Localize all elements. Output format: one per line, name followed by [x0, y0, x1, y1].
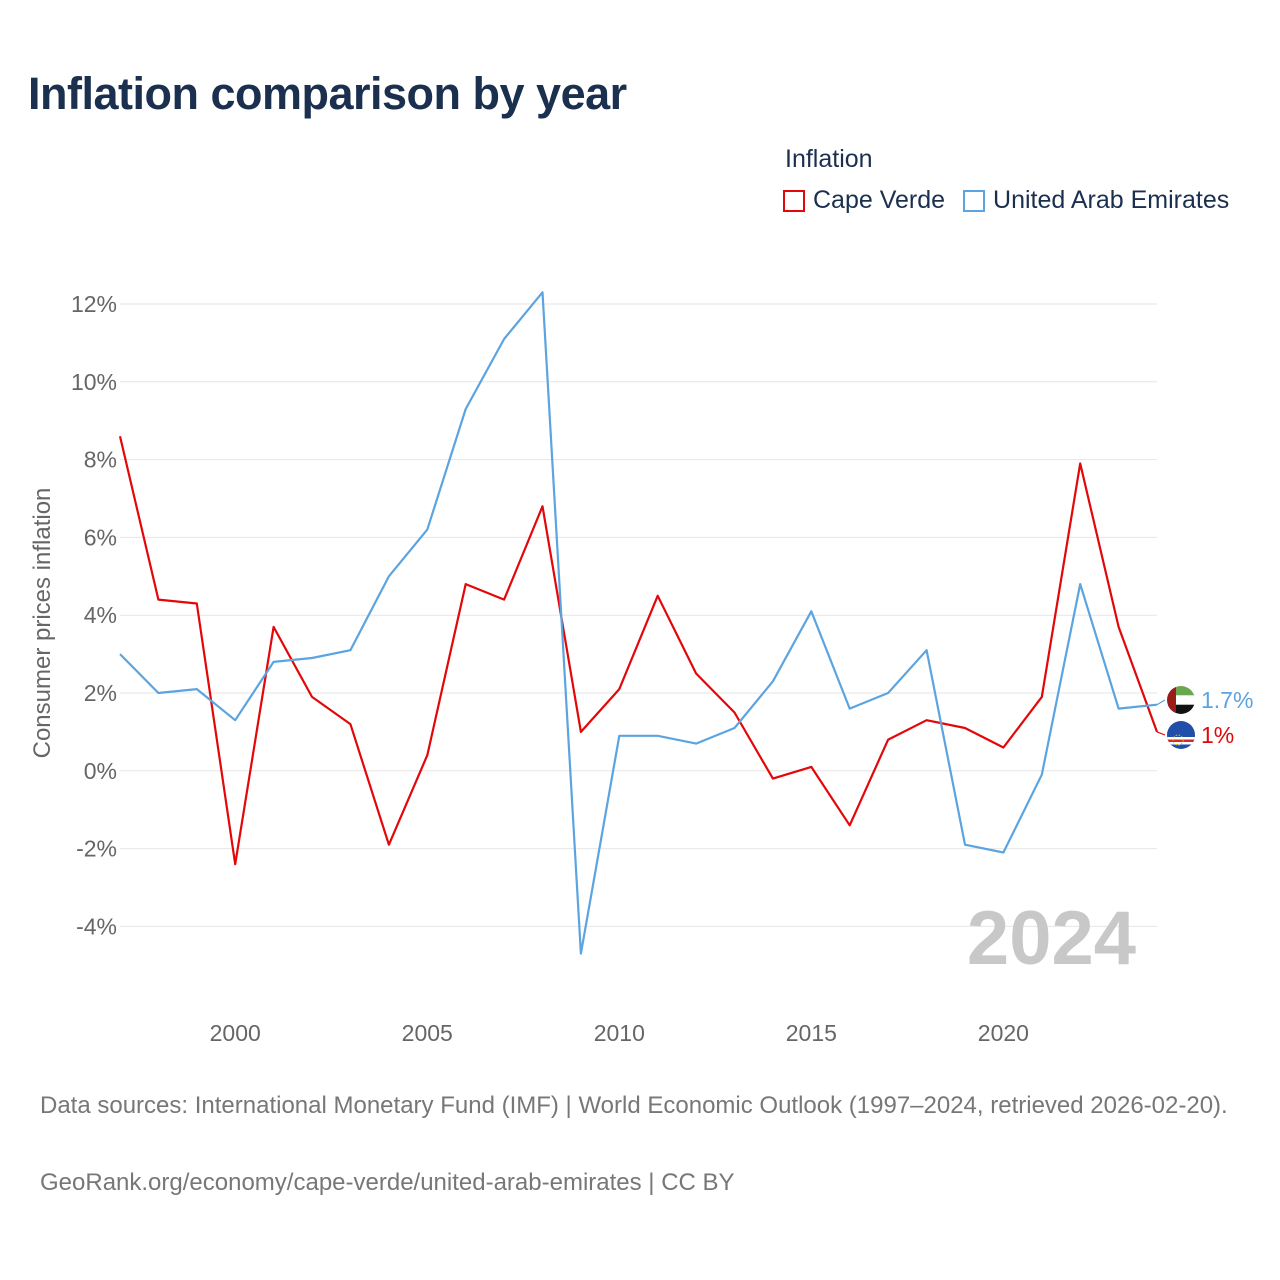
y-tick-label: 0% [84, 758, 117, 784]
data-point[interactable] [653, 731, 663, 741]
data-point[interactable] [115, 431, 125, 441]
x-tick-label: 2000 [210, 1020, 261, 1046]
end-value-label: 1.7% [1201, 687, 1253, 713]
gridlines [120, 303, 1157, 927]
data-point[interactable] [806, 606, 816, 616]
legend-item-cape-verde[interactable]: Cape Verde [783, 186, 945, 215]
data-point[interactable] [537, 287, 547, 297]
data-point[interactable] [883, 688, 893, 698]
data-point[interactable] [653, 591, 663, 601]
data-sources: Data sources: International Monetary Fun… [40, 1092, 1228, 1119]
data-point[interactable] [922, 645, 932, 655]
data-point[interactable] [768, 676, 778, 686]
data-point[interactable] [422, 525, 432, 535]
y-tick-label: 6% [84, 524, 117, 550]
y-tick-label: 2% [84, 680, 117, 706]
data-point[interactable] [691, 739, 701, 749]
y-tick-label: -4% [76, 913, 117, 939]
y-tick-label: -2% [76, 836, 117, 862]
data-point[interactable] [614, 684, 624, 694]
credit-link[interactable]: GeoRank.org/economy/cape-verde/united-ar… [40, 1169, 735, 1196]
data-point[interactable] [730, 707, 740, 717]
data-point[interactable] [922, 715, 932, 725]
end-value-label: 1% [1201, 722, 1234, 748]
chart-title: Inflation comparison by year [28, 68, 627, 119]
legend-swatch-uae [963, 189, 986, 212]
uae-flag-icon [1167, 686, 1195, 714]
data-point[interactable] [576, 949, 586, 959]
data-point[interactable] [730, 723, 740, 733]
data-point[interactable] [537, 501, 547, 511]
series-lines [115, 287, 1159, 959]
data-point[interactable] [576, 727, 586, 737]
y-tick-label: 4% [84, 602, 117, 628]
data-point[interactable] [883, 735, 893, 745]
data-point[interactable] [384, 571, 394, 581]
legend-item-uae[interactable]: United Arab Emirates [963, 186, 1229, 215]
data-point[interactable] [1075, 458, 1085, 468]
data-point[interactable] [960, 723, 970, 733]
data-point[interactable] [960, 840, 970, 850]
data-point[interactable] [1037, 692, 1047, 702]
data-point[interactable] [307, 653, 317, 663]
data-point[interactable] [1075, 579, 1085, 589]
data-point[interactable] [269, 657, 279, 667]
data-point[interactable] [499, 595, 509, 605]
data-point[interactable] [768, 774, 778, 784]
x-tick-label: 2015 [786, 1020, 837, 1046]
leader-line [1156, 731, 1166, 736]
data-point[interactable] [614, 731, 624, 741]
leader-line [1156, 699, 1166, 706]
data-point[interactable] [998, 742, 1008, 752]
data-point[interactable] [806, 762, 816, 772]
data-point[interactable] [269, 622, 279, 632]
legend-title: Inflation [785, 145, 873, 173]
data-point[interactable] [422, 750, 432, 760]
legend-label-cape-verde: Cape Verde [813, 186, 946, 214]
y-tick-label: 10% [71, 369, 117, 395]
cape-verde-flag-icon [1167, 721, 1195, 749]
x-tick-label: 2010 [594, 1020, 645, 1046]
y-tick-label: 8% [84, 447, 117, 473]
x-tick-label: 2020 [978, 1020, 1029, 1046]
data-point[interactable] [153, 595, 163, 605]
x-axis-ticks: 2000 2005 2010 2015 2020 [210, 1020, 1029, 1046]
data-point[interactable] [307, 692, 317, 702]
line-chart: -4%-2%0%2%4%6%8%10%12% 2000 2005 2010 2015 2… [29, 287, 1253, 1046]
data-point[interactable] [1114, 704, 1124, 714]
data-point[interactable] [192, 684, 202, 694]
legend: Cape Verde United Arab Emirates [783, 186, 1247, 215]
data-point[interactable] [845, 820, 855, 830]
x-tick-label: 2005 [402, 1020, 453, 1046]
y-axis-label: Consumer prices inflation [29, 488, 56, 759]
y-axis-ticks: -4% -2% 0% 2% 4% 6% 8% 10% 12% [71, 291, 117, 939]
data-point[interactable] [1114, 622, 1124, 632]
legend-swatch-cape-verde [783, 189, 805, 212]
data-point[interactable] [461, 579, 471, 589]
legend-label-uae: United Arab Emirates [993, 186, 1230, 214]
series-line-cape-verde[interactable] [118, 436, 1159, 866]
data-point[interactable] [115, 649, 125, 659]
series-line-uae[interactable] [119, 291, 1158, 955]
y-tick-label: 12% [71, 291, 117, 317]
data-point[interactable] [384, 840, 394, 850]
data-point[interactable] [998, 847, 1008, 857]
data-point[interactable] [1037, 770, 1047, 780]
data-point[interactable] [230, 715, 240, 725]
data-point[interactable] [345, 645, 355, 655]
year-watermark: 2024 [967, 896, 1136, 981]
data-point[interactable] [153, 688, 163, 698]
data-point[interactable] [461, 404, 471, 414]
data-point[interactable] [192, 599, 202, 609]
data-point[interactable] [230, 859, 240, 869]
data-point[interactable] [691, 669, 701, 679]
end-markers: 1.7% 1% [1156, 686, 1253, 749]
data-point[interactable] [345, 719, 355, 729]
data-point[interactable] [845, 704, 855, 714]
data-point[interactable] [499, 334, 509, 344]
